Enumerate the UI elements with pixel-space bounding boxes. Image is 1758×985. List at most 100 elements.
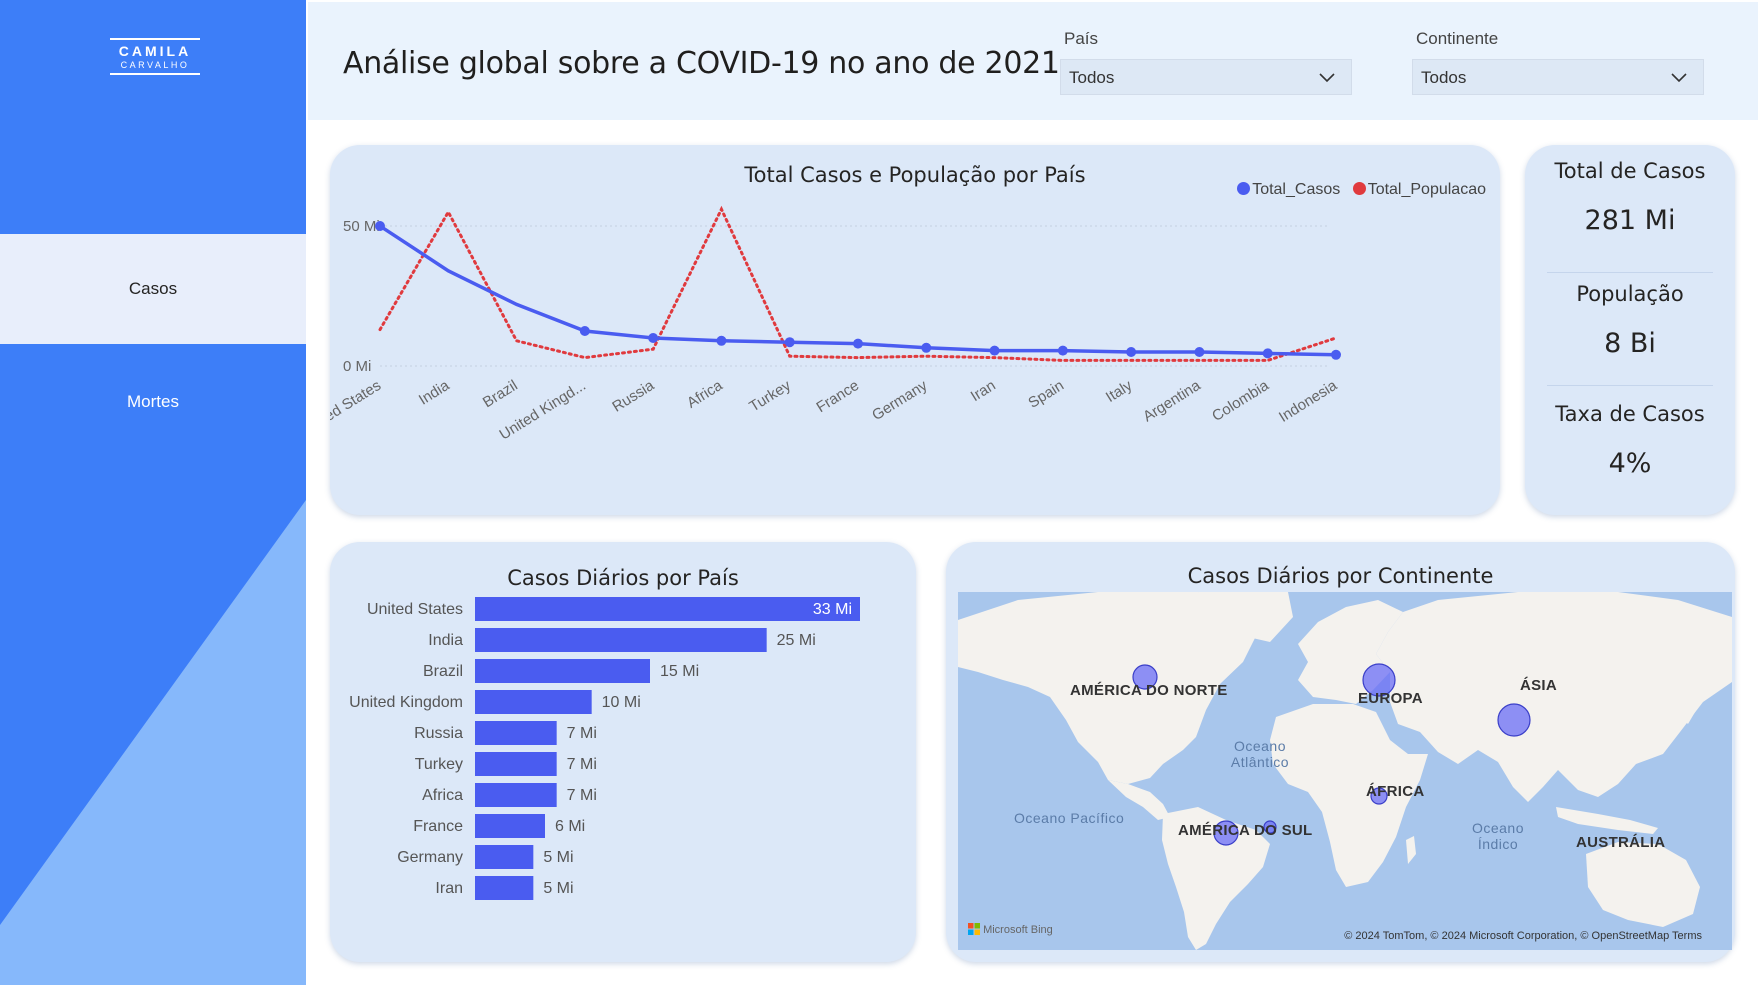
data-point-cases — [784, 337, 795, 348]
bar — [475, 783, 557, 807]
legend-item-cases[interactable]: Total_Casos — [1237, 181, 1340, 198]
data-point-cases — [853, 338, 863, 349]
y-tick-label: 50 Mi — [343, 218, 380, 235]
sidebar: CAMILA CARVALHO Casos Mortes — [0, 0, 306, 985]
map-land — [958, 592, 1732, 950]
kpi-case-rate: Taxa de Casos 4% — [1525, 402, 1735, 479]
x-tick-label: Africa — [684, 377, 726, 412]
bar-category-label: Turkey — [415, 756, 463, 773]
data-point-cases — [648, 333, 659, 343]
logo-line2: CARVALHO — [110, 60, 200, 75]
ocean-label-atlantic: Oceano Atlântico — [1230, 738, 1290, 770]
data-point-cases — [1126, 347, 1137, 357]
kpi-case-rate-value: 4% — [1608, 448, 1652, 479]
y-tick-label: 0 Mi — [343, 358, 371, 375]
map-label-europe: EUROPA — [1358, 690, 1423, 707]
legend-dot-cases — [1237, 182, 1251, 195]
kpi-card: Total de Casos 281 Mi População 8 Bi Tax… — [1525, 145, 1735, 515]
x-tick-label: Spain — [1025, 377, 1067, 412]
ocean-label-pacific: Oceano Pacífico — [1014, 810, 1125, 826]
bubble-north-america[interactable] — [1132, 664, 1158, 690]
filter-continente-label: Continente — [1416, 29, 1499, 48]
x-tick-label: Turkey — [746, 377, 794, 416]
bing-logo: Microsoft Bing — [968, 923, 1053, 936]
page-title: Análise global sobre a COVID-19 no ano d… — [343, 46, 1060, 81]
x-tick-label: Germany — [869, 377, 931, 424]
filter-pais-label: País — [1064, 29, 1099, 48]
data-point-cases — [921, 342, 932, 353]
bubble-south-america-small[interactable] — [1263, 820, 1277, 834]
x-tick-label: France — [814, 377, 863, 416]
kpi-case-rate-label: Taxa de Casos — [1555, 402, 1705, 426]
kpi-total-cases-value: 281 Mi — [1584, 205, 1676, 236]
chevron-down-icon — [1319, 73, 1335, 83]
bubble-africa[interactable] — [1370, 787, 1388, 805]
bar — [475, 628, 767, 652]
data-point-cases — [1331, 349, 1341, 360]
x-tick-label: United States — [330, 377, 384, 439]
x-tick-label: Argentina — [1140, 377, 1204, 426]
filter-pais-dropdown[interactable]: Todos — [1060, 59, 1352, 95]
map-attribution[interactable]: © 2024 TomTom, © 2024 Microsoft Corporat… — [1344, 930, 1702, 942]
data-point-cases — [1262, 348, 1273, 359]
bar-value-label: 5 Mi — [543, 849, 573, 866]
data-point-cases — [716, 335, 727, 346]
chevron-down-icon — [1671, 73, 1687, 83]
data-point-cases — [989, 345, 1000, 356]
map-title: Casos Diários por Continente — [1187, 564, 1494, 588]
legend-dot-population — [1352, 182, 1366, 195]
bar-category-label: Iran — [435, 880, 463, 897]
filter-pais-value: Todos — [1069, 68, 1115, 87]
data-point-cases — [1057, 345, 1068, 356]
bar — [475, 814, 545, 838]
map-label-asia: ÁSIA — [1520, 677, 1558, 694]
bar-value-label: 6 Mi — [555, 818, 585, 835]
legend-label-cases: Total_Casos — [1252, 181, 1341, 198]
logo-line1: CAMILA — [110, 38, 200, 59]
bar — [475, 659, 650, 683]
kpi-total-cases: Total de Casos 281 Mi — [1525, 159, 1735, 236]
x-tick-label: Russia — [609, 377, 657, 416]
kpi-population: População 8 Bi — [1525, 282, 1735, 359]
bar-category-label: France — [413, 818, 463, 835]
legend-item-population[interactable]: Total_Populacao — [1352, 181, 1486, 198]
bubble-europe[interactable] — [1362, 663, 1396, 697]
filter-continente: Continente Todos — [1412, 29, 1704, 95]
data-point-cases — [1194, 347, 1205, 357]
logo: CAMILA CARVALHO — [110, 38, 200, 75]
data-point-cases — [375, 221, 385, 231]
bar — [475, 876, 534, 900]
bing-label: Microsoft Bing — [983, 924, 1053, 936]
series-line-population — [378, 205, 1338, 362]
line-chart-card: Total Casos e População por País Total_C… — [330, 145, 1500, 515]
kpi-population-label: População — [1576, 282, 1684, 306]
map-label-africa: ÁFRICA — [1366, 783, 1425, 800]
legend-label-population: Total_Populacao — [1367, 181, 1486, 198]
header: Análise global sobre a COVID-19 no ano d… — [308, 2, 1758, 120]
bar-value-label: 7 Mi — [567, 787, 597, 804]
kpi-divider — [1547, 272, 1713, 273]
bar-value-label: 15 Mi — [660, 663, 699, 680]
filter-continente-value: Todos — [1421, 68, 1467, 87]
kpi-total-cases-label: Total de Casos — [1554, 159, 1706, 183]
data-point-cases — [579, 326, 590, 336]
bar — [475, 752, 557, 776]
bar-category-label: India — [428, 632, 463, 649]
map-label-north-america: AMÉRICA DO NORTE — [1070, 682, 1228, 699]
bar-chart-title: Casos Diários por País — [507, 566, 739, 590]
nav-mortes[interactable]: Mortes — [127, 392, 179, 411]
x-tick-label: Italy — [1103, 377, 1136, 406]
nav-casos[interactable]: Casos — [0, 234, 306, 344]
bar — [475, 721, 557, 745]
bar-category-label: Brazil — [423, 663, 463, 680]
bubble-asia[interactable] — [1497, 703, 1531, 737]
bubble-south-america[interactable] — [1213, 820, 1239, 846]
bar-value-label: 7 Mi — [567, 756, 597, 773]
world-map[interactable]: AMÉRICA DO NORTE EUROPA ÁSIA ÁFRICA AMÉR… — [958, 592, 1732, 950]
x-tick-label: India — [416, 377, 453, 409]
bar-category-label: United Kingdom — [349, 694, 463, 711]
bar-category-label: Germany — [397, 849, 463, 866]
kpi-divider — [1547, 385, 1713, 386]
filter-continente-dropdown[interactable]: Todos — [1412, 59, 1704, 95]
